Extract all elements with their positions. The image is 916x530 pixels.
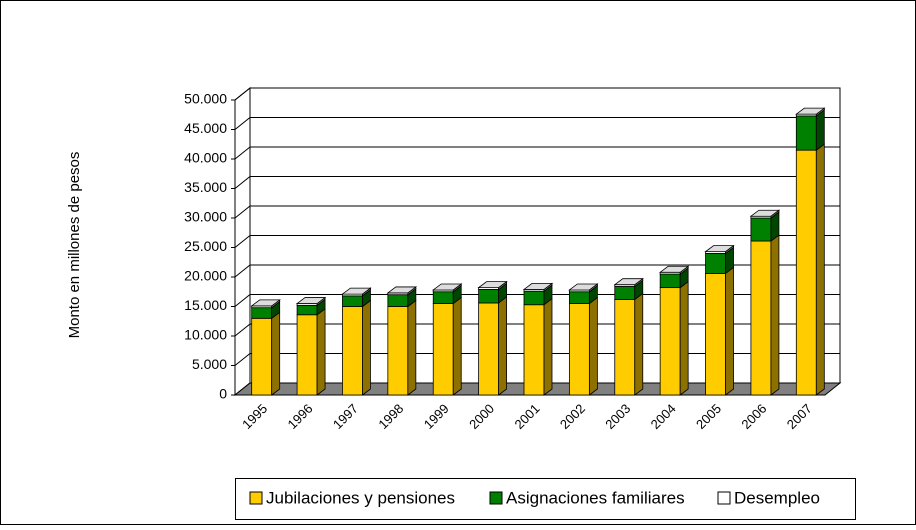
bar-side bbox=[271, 311, 281, 396]
bar-top bbox=[658, 265, 690, 273]
grid-line bbox=[234, 235, 840, 248]
bar-side bbox=[316, 307, 326, 396]
bar-side bbox=[815, 109, 825, 151]
y-tick-label: 20.000 bbox=[184, 268, 227, 284]
bar-top bbox=[704, 245, 735, 253]
bar-segment bbox=[478, 302, 500, 396]
bar-segment bbox=[568, 291, 590, 304]
bar-segment bbox=[750, 217, 772, 242]
bar-segment bbox=[795, 149, 817, 396]
bar-side bbox=[452, 296, 462, 396]
bar-segment bbox=[659, 287, 681, 396]
bar-top bbox=[477, 281, 508, 289]
bar-segment bbox=[387, 294, 409, 307]
bar-segment bbox=[523, 304, 545, 396]
legend-label: Jubilaciones y pensiones bbox=[266, 488, 455, 507]
grid-line bbox=[234, 117, 840, 130]
legend-label: Asignaciones familiares bbox=[506, 488, 685, 507]
y-axis-title: Monto en millones de pesos bbox=[66, 152, 83, 339]
legend-label: Desempleo bbox=[734, 488, 820, 507]
bar-top bbox=[341, 287, 372, 295]
y-tick-label: 30.000 bbox=[184, 209, 227, 225]
bar-segment bbox=[342, 306, 363, 396]
grid-line bbox=[234, 146, 840, 160]
bar-side bbox=[588, 296, 598, 396]
bar-top bbox=[568, 283, 599, 291]
bar-segment bbox=[568, 303, 590, 396]
bar-top bbox=[749, 209, 781, 217]
bar-side bbox=[679, 280, 689, 396]
y-tick-label: 40.000 bbox=[184, 150, 227, 166]
y-tick-label: 5.000 bbox=[192, 356, 227, 372]
bar-side bbox=[815, 143, 825, 396]
bar-top bbox=[795, 107, 826, 115]
bar-top bbox=[250, 299, 281, 307]
bar-side bbox=[634, 292, 644, 396]
y-tick-label: 50.000 bbox=[184, 91, 227, 107]
y-tick-label: 15.000 bbox=[184, 297, 227, 313]
legend-swatch bbox=[489, 491, 503, 505]
bar-segment bbox=[523, 290, 545, 306]
bar-segment bbox=[296, 314, 318, 396]
legend-box bbox=[235, 478, 856, 520]
bar-segment bbox=[614, 286, 636, 300]
bar-segment bbox=[705, 252, 726, 274]
legend-swatch bbox=[249, 491, 263, 505]
y-tick-label: 25.000 bbox=[184, 238, 227, 254]
legend-swatch bbox=[717, 491, 731, 505]
bar-segment bbox=[705, 273, 726, 396]
grid-line bbox=[234, 294, 840, 307]
bar-segment bbox=[251, 307, 273, 319]
bar-side bbox=[498, 296, 508, 396]
bar-top bbox=[386, 286, 418, 294]
bar-segment bbox=[251, 317, 273, 396]
bar-top bbox=[432, 283, 463, 291]
y-tick-label: 45.000 bbox=[184, 120, 227, 136]
bar-top bbox=[295, 297, 327, 304]
bar-segment bbox=[478, 288, 500, 304]
bar-segment bbox=[750, 240, 772, 396]
bar-segment bbox=[387, 306, 409, 396]
y-tick-label: 0 bbox=[219, 386, 227, 402]
bar-segment bbox=[432, 303, 454, 396]
bar-side bbox=[543, 297, 553, 396]
grid-line bbox=[234, 264, 840, 278]
grid-line bbox=[234, 87, 840, 101]
grid-line bbox=[234, 205, 840, 219]
bar-segment bbox=[659, 273, 681, 289]
bar-segment bbox=[296, 304, 318, 316]
bar-segment bbox=[795, 115, 817, 151]
bar-segment bbox=[342, 295, 363, 307]
bar-side bbox=[770, 234, 780, 396]
grid-line bbox=[234, 353, 840, 366]
grid-line bbox=[234, 176, 840, 189]
bar-top bbox=[522, 282, 554, 290]
grid-line bbox=[234, 323, 840, 337]
bar-side bbox=[362, 299, 371, 396]
bar-side bbox=[407, 299, 417, 396]
bar-segment bbox=[614, 299, 636, 396]
bar-side bbox=[725, 266, 734, 396]
y-tick-label: 10.000 bbox=[184, 327, 227, 343]
y-tick-label: 35.000 bbox=[184, 179, 227, 195]
bar-segment bbox=[432, 291, 454, 304]
bar-top bbox=[613, 278, 644, 286]
